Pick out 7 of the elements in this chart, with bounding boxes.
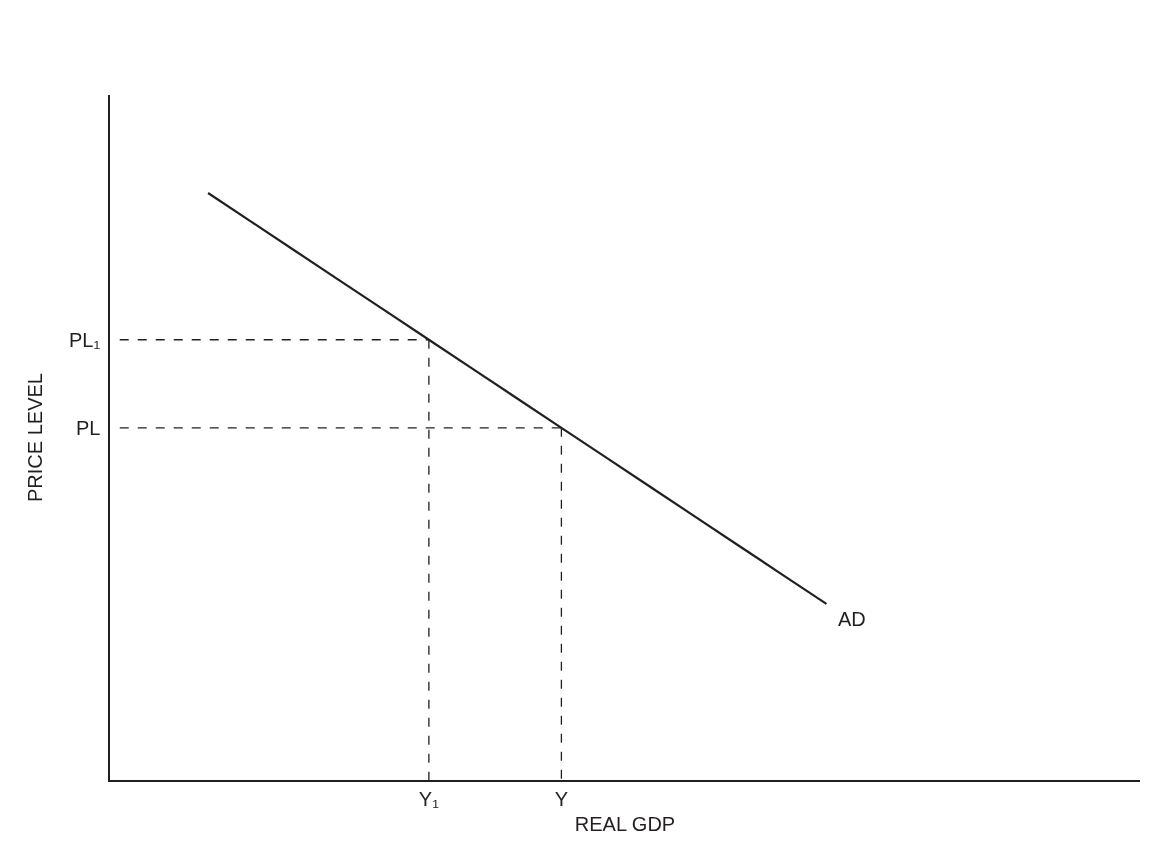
x-tick-label: Y <box>554 788 569 810</box>
x-tick-label: Y₁ <box>418 788 440 810</box>
annotation: PL₁ <box>69 329 101 351</box>
series-label: AD <box>838 608 866 630</box>
y-axis-title: PRICE LEVEL <box>24 373 46 502</box>
x-axis-title: REAL GDP <box>574 813 676 835</box>
annotation: PL <box>76 417 101 439</box>
